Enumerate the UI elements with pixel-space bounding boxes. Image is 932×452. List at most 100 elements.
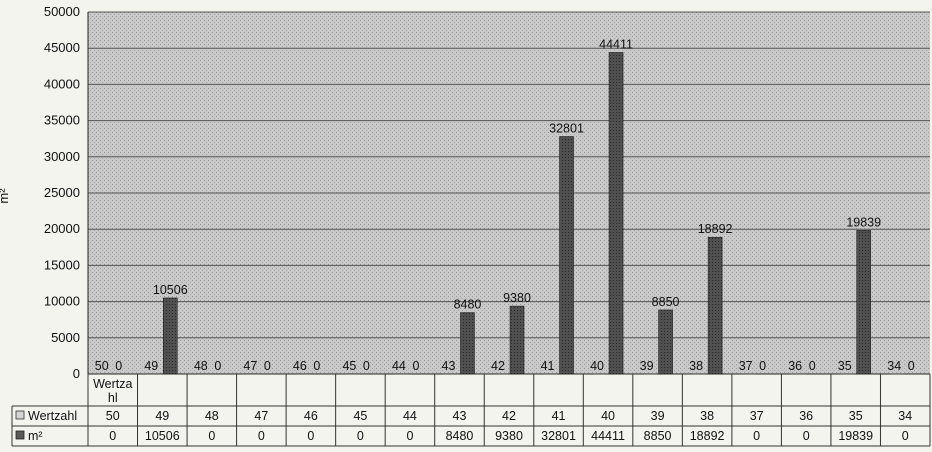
table-cell-m2: 18892 (690, 429, 725, 443)
y-tick-label: 35000 (44, 113, 80, 128)
y-tick-label: 5000 (51, 330, 80, 345)
table-cell-wertzahl: 50 (106, 409, 120, 423)
y-axis: 0500010000150002000025000300003500040000… (44, 4, 930, 381)
table-cell-wertzahl: 48 (205, 409, 219, 423)
table-cell-m2: 0 (753, 429, 760, 443)
bar-m2 (509, 305, 525, 375)
data-label-m2: 0 (759, 359, 766, 373)
table-cell-m2: 9380 (495, 429, 523, 443)
table-cell-wertzahl: 45 (353, 409, 367, 423)
data-label-wertzahl: 35 (838, 359, 852, 373)
y-axis-label: m² (0, 188, 11, 204)
table-cell-wertzahl: 41 (552, 409, 566, 423)
data-label-m2: 8480 (454, 298, 482, 312)
table-cell-wertzahl: 38 (700, 409, 714, 423)
data-label-m2: 0 (908, 359, 915, 373)
data-label-m2: 0 (412, 359, 419, 373)
legend-swatch-m2 (15, 430, 25, 440)
data-label-wertzahl: 42 (491, 359, 505, 373)
y-tick-label: 30000 (44, 149, 80, 164)
data-label-m2: 10506 (153, 283, 188, 297)
table-cell-m2: 44411 (591, 429, 625, 443)
data-label-m2: 0 (809, 359, 816, 373)
data-label-wertzahl: 43 (442, 359, 456, 373)
table-cell-wertzahl: 49 (155, 409, 169, 423)
table-cell-wertzahl: 44 (403, 409, 417, 423)
bar-m2 (559, 136, 574, 375)
y-tick-label: 20000 (44, 221, 80, 236)
data-label-m2: 0 (264, 359, 271, 373)
table-cell-wertzahl: 39 (651, 409, 665, 423)
data-label-wertzahl: 34 (887, 359, 901, 373)
table-cell-m2: 0 (803, 429, 810, 443)
y-tick-label: 40000 (44, 76, 80, 91)
table-cell-wertzahl: 47 (254, 409, 268, 423)
table-cell-wertzahl: 40 (601, 409, 615, 423)
data-label-m2: 32801 (549, 122, 584, 136)
table-cell-m2: 0 (357, 429, 364, 443)
data-label-wertzahl: 39 (640, 359, 654, 373)
bar-m2 (658, 309, 673, 375)
data-label-m2: 8850 (652, 295, 680, 309)
table-cell-wertzahl: 35 (849, 409, 863, 423)
table-cell-m2: 0 (258, 429, 265, 443)
table-cell-m2: 19839 (838, 429, 873, 443)
table-header-line: Wertza (93, 377, 132, 391)
y-tick-label: 15000 (44, 257, 80, 272)
data-label-wertzahl: 41 (541, 359, 555, 373)
data-label-m2: 9380 (503, 291, 531, 305)
table-cell-m2: 8850 (644, 429, 672, 443)
data-label-m2: 0 (214, 359, 221, 373)
data-label-m2: 0 (115, 359, 122, 373)
bar-m2 (608, 52, 624, 375)
data-labels: 0 50 10506 49 0 48 0 47 0 46 0 45 0 44 8480 43 9380 42 328… (95, 37, 915, 373)
bars (97, 52, 905, 375)
table-cell-m2: 0 (307, 429, 314, 443)
bar-m2 (162, 297, 178, 375)
data-label-wertzahl: 48 (194, 359, 208, 373)
data-label-wertzahl: 50 (95, 359, 109, 373)
legend-swatch-wertzahl (15, 410, 25, 420)
table-cell-wertzahl: 36 (799, 409, 813, 423)
table-cell-m2: 32801 (541, 429, 576, 443)
data-label-wertzahl: 44 (392, 359, 406, 373)
table-cell-wertzahl: 42 (502, 409, 516, 423)
data-label-wertzahl: 45 (342, 359, 356, 373)
table-cell-m2: 8480 (446, 429, 474, 443)
data-label-m2: 18892 (698, 222, 733, 236)
y-tick-label: 50000 (44, 4, 80, 19)
table-cell-wertzahl: 43 (453, 409, 467, 423)
data-label-m2: 0 (363, 359, 370, 373)
data-label-m2: 19839 (846, 215, 881, 229)
table-cell-m2: 0 (109, 429, 116, 443)
data-label-wertzahl: 40 (590, 359, 604, 373)
data-label-m2: 44411 (599, 37, 633, 51)
y-tick-label: 45000 (44, 40, 80, 55)
y-tick-label: 10000 (44, 294, 80, 309)
data-table: Wertzahl Wertzahl m² 50 0 49 10506 48 0 47 0 46 0 45 0… (11, 374, 931, 447)
data-label-m2: 0 (313, 359, 320, 373)
data-label-wertzahl: 38 (689, 359, 703, 373)
gridlines (88, 11, 930, 375)
table-cell-m2: 10506 (145, 429, 180, 443)
legend-label-m2: m² (28, 429, 43, 443)
y-tick-label: 25000 (44, 185, 80, 200)
data-label-wertzahl: 49 (144, 359, 158, 373)
table-cell-m2: 0 (902, 429, 909, 443)
bar-m2 (856, 230, 872, 375)
table-cell-wertzahl: 37 (750, 409, 764, 423)
legend-label-wertzahl: Wertzahl (28, 409, 77, 423)
data-label-wertzahl: 47 (243, 359, 257, 373)
y-tick-label: 0 (73, 366, 80, 381)
data-label-wertzahl: 36 (788, 359, 802, 373)
data-label-wertzahl: 46 (293, 359, 307, 373)
table-cell-wertzahl: 34 (898, 409, 912, 423)
table-cell-wertzahl: 46 (304, 409, 318, 423)
bar-m2 (460, 312, 475, 375)
table-cell-m2: 0 (406, 429, 413, 443)
table-header-line: hl (108, 391, 118, 405)
data-label-wertzahl: 37 (739, 359, 753, 373)
table-cell-m2: 0 (208, 429, 215, 443)
bar-m2 (707, 236, 723, 375)
